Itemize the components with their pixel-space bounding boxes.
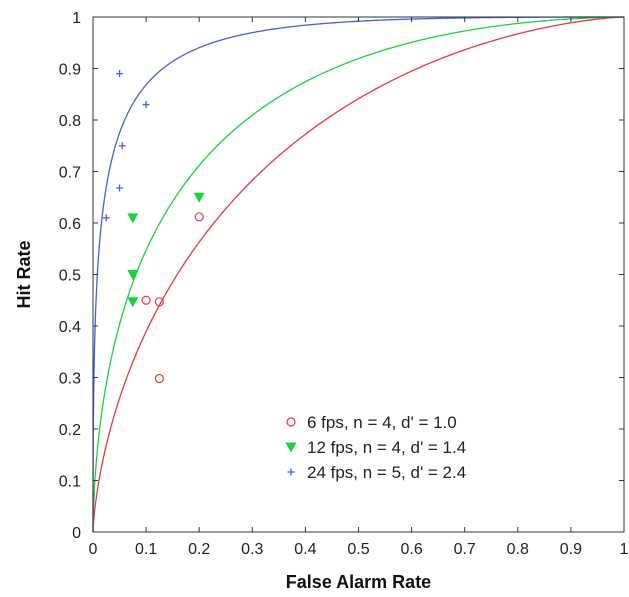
data-point (194, 212, 204, 222)
legend-label: 6 fps, n = 4, d' = 1.0 (307, 413, 457, 432)
data-point (118, 142, 126, 150)
y-axis-title: Hit Rate (14, 240, 34, 308)
data-points (102, 70, 205, 384)
y-tick-label: 1 (72, 10, 81, 27)
data-point (127, 213, 139, 224)
axis-ticks: 0 0.1 0.2 0.3 0.4 0.5 0.6 0.7 0.8 0.9 1 0 0.1 0.2 0.3 0… (59, 10, 629, 558)
y-tick-label: 0.7 (59, 165, 81, 182)
y-tick-label: 0.2 (59, 422, 81, 439)
data-point (141, 295, 151, 305)
legend-marker (286, 417, 296, 427)
data-point (142, 101, 150, 109)
legend-marker (285, 442, 297, 453)
data-point (116, 70, 124, 78)
y-tick-label: 0.9 (59, 62, 81, 79)
legend-label: 24 fps, n = 5, d' = 2.4 (307, 463, 466, 482)
x-tick-label: 0.9 (560, 541, 582, 558)
data-point (127, 297, 139, 308)
roc-curve (92, 16, 625, 532)
data-point (102, 214, 110, 222)
y-tick-label: 0.3 (59, 371, 81, 388)
y-tick-label: 0.8 (59, 113, 81, 130)
y-tick-label: 0.6 (59, 216, 81, 233)
x-tick-label: 0 (89, 541, 98, 558)
data-point (127, 270, 139, 280)
legend: 6 fps, n = 4, d' = 1.0 12 fps, n = 4, d' … (285, 413, 466, 482)
legend-label: 12 fps, n = 4, d' = 1.4 (307, 438, 466, 457)
x-tick-label: 0.5 (347, 541, 369, 558)
roc-curve (92, 16, 624, 532)
y-tick-label: 0.4 (59, 319, 81, 336)
roc-curve (92, 16, 625, 532)
x-axis-title: False Alarm Rate (286, 572, 431, 592)
roc-curves (92, 16, 625, 532)
x-tick-label: 0.1 (135, 541, 157, 558)
data-point (116, 184, 124, 192)
x-tick-label: 0.7 (454, 541, 476, 558)
data-point (154, 373, 164, 384)
x-tick-label: 0.4 (294, 541, 316, 558)
x-tick-label: 1 (620, 541, 629, 558)
legend-marker (287, 468, 295, 476)
x-tick-label: 0.2 (188, 541, 210, 558)
data-point (193, 192, 205, 203)
x-tick-label: 0.8 (507, 541, 529, 558)
data-point (154, 297, 164, 307)
x-tick-label: 0.6 (400, 541, 422, 558)
y-tick-label: 0 (72, 525, 81, 542)
x-tick-label: 0.3 (241, 541, 263, 558)
y-tick-label: 0.1 (59, 474, 81, 491)
y-tick-label: 0.5 (59, 268, 81, 285)
